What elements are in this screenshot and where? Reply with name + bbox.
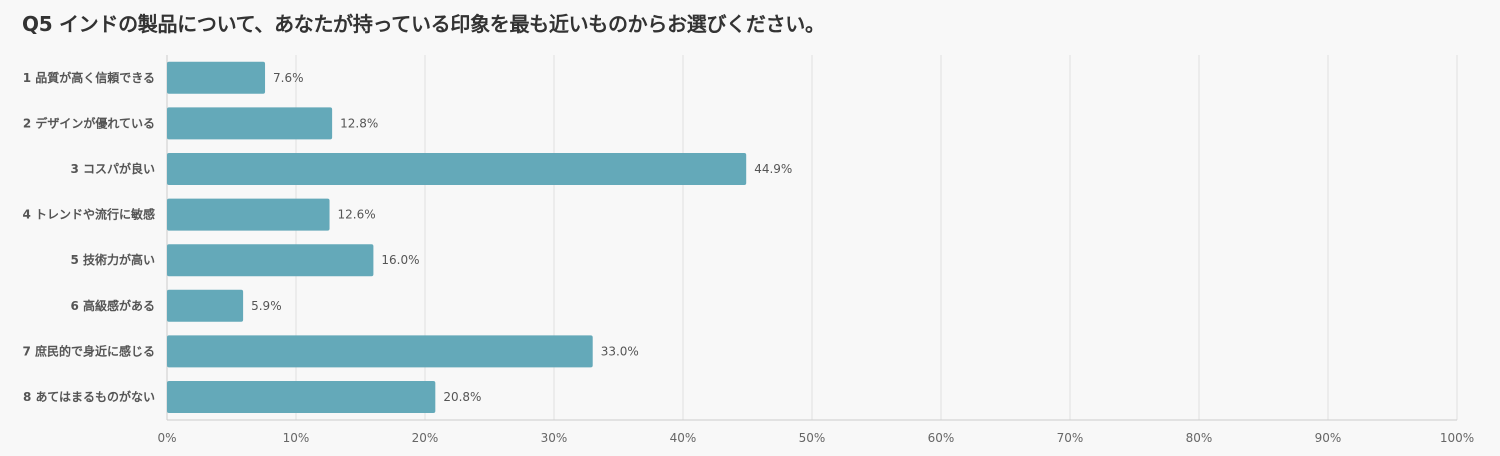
- bars: [167, 61, 747, 413]
- labels: 0% 10% 20% 30% 40% 50% 60% 70% 80% 90% 100% 1 品質が高く…: [22, 70, 1474, 445]
- x-tick-label: 20%: [412, 431, 439, 445]
- x-tick-label: 80%: [1186, 431, 1213, 445]
- x-tick-label: 70%: [1057, 431, 1084, 445]
- value-label: 16.0%: [381, 253, 419, 267]
- value-label: 20.8%: [443, 390, 481, 404]
- x-tick-label: 10%: [283, 431, 310, 445]
- x-tick-label: 100%: [1440, 431, 1474, 445]
- bar: [167, 335, 593, 368]
- category-label: 1 品質が高く信頼できる: [23, 70, 155, 85]
- x-tick-label: 0%: [157, 431, 176, 445]
- category-label: 7 庶民的で身近に感じる: [22, 343, 155, 358]
- bar: [167, 107, 333, 140]
- bar: [167, 289, 244, 322]
- bar: [167, 244, 374, 277]
- value-label: 12.6%: [338, 208, 376, 222]
- chart-title: Q5 インドの製品について、あなたが持っている印象を最も近いものからお選びくださ…: [22, 12, 825, 36]
- x-tick-label: 90%: [1315, 431, 1342, 445]
- bar: [167, 153, 747, 185]
- value-label: 5.9%: [251, 299, 281, 313]
- x-tick-label: 60%: [928, 431, 955, 445]
- x-tick-label: 40%: [670, 431, 697, 445]
- bar: [167, 381, 436, 413]
- value-label: 44.9%: [754, 162, 792, 176]
- x-tick-label: 50%: [799, 431, 826, 445]
- category-label: 4 トレンドや流行に敏感: [22, 207, 155, 222]
- bar: [167, 61, 266, 94]
- bar: [167, 198, 330, 231]
- category-label: 5 技術力が高い: [70, 252, 155, 267]
- grid-lines: [166, 55, 1458, 421]
- category-label: 8 あてはまるものがない: [23, 389, 155, 404]
- category-label: 3 コスパが良い: [70, 161, 155, 176]
- category-label: 2 デザインが優れている: [23, 115, 155, 130]
- value-label: 33.0%: [601, 344, 639, 358]
- value-label: 7.6%: [273, 71, 304, 85]
- x-tick-label: 30%: [541, 431, 568, 445]
- value-label: 12.8%: [340, 116, 378, 130]
- category-label: 6 高級感がある: [70, 298, 155, 313]
